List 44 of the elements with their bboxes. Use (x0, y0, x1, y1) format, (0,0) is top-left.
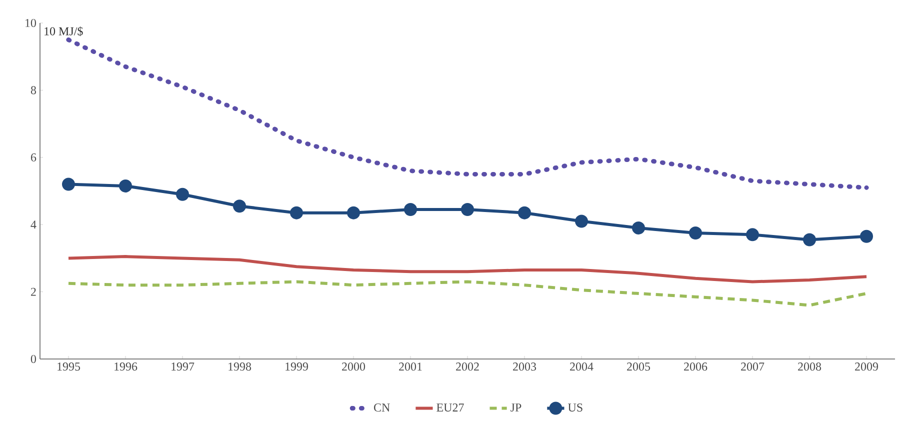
point (233, 200, 246, 213)
y-tick-label: 6 (30, 153, 36, 162)
x-tick-label: 1997 (172, 362, 194, 371)
point (404, 202, 418, 216)
x-tick-label: 2003 (513, 362, 536, 371)
y-tick-label: 2 (31, 288, 36, 296)
legend-label: CN (374, 404, 390, 412)
x-tick-label: 1998 (228, 362, 252, 371)
x-tick-label: 2006 (684, 362, 708, 371)
point (803, 233, 816, 246)
x-tick-label: 2004 (570, 362, 594, 371)
legend-label: EU27 (436, 404, 464, 412)
point (632, 221, 646, 234)
x-tick-label: 2008 (798, 362, 822, 371)
legend-label: JP (510, 404, 522, 412)
x-tick-label: 2001 (399, 362, 422, 371)
y-tick-label: 4 (30, 220, 36, 229)
point (62, 178, 76, 191)
point (176, 188, 190, 201)
point (290, 206, 304, 220)
x-tick-label: 2000 (342, 362, 366, 371)
y-tick-label: 8 (30, 86, 36, 94)
line-series (67, 255, 868, 284)
point (518, 206, 532, 220)
x-tick-label: 2002 (456, 362, 479, 371)
x-tick-label: 1996 (114, 362, 138, 371)
y-tick-label: 0 (30, 354, 36, 364)
point (347, 206, 360, 220)
point (689, 226, 702, 240)
point (575, 214, 588, 228)
y-tick-label: 10 (26, 18, 36, 28)
point (864, 185, 869, 190)
x-tick-label: 1995 (58, 362, 80, 371)
point (66, 38, 71, 42)
x-tick-label: 1999 (286, 362, 308, 371)
x-tick-label: 2009 (855, 362, 878, 371)
x-tick-label: 2007 (741, 362, 764, 371)
y-axis-title: 10 MJ/$ (44, 26, 83, 36)
point (119, 179, 132, 192)
point (461, 202, 474, 216)
point (860, 230, 874, 243)
x-tick-label: 2005 (627, 362, 650, 371)
point (746, 228, 760, 242)
legend-label: US (568, 404, 582, 412)
